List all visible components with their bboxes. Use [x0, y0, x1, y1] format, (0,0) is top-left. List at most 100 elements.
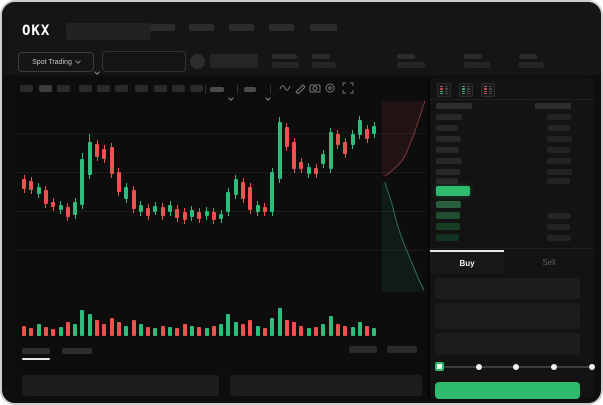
bid-price-placeholder[interactable] — [436, 212, 460, 219]
bottom-panel[interactable] — [22, 375, 219, 396]
stat-label-placeholder — [397, 54, 415, 59]
ask-price-placeholder[interactable] — [436, 158, 462, 164]
volume-bar — [255, 326, 260, 336]
active-tab-underline — [22, 358, 50, 360]
camera-icon[interactable] — [309, 82, 321, 94]
timeframe-button[interactable] — [39, 85, 52, 92]
ask-amount-placeholder[interactable] — [547, 158, 571, 164]
timeframe-button[interactable] — [79, 85, 92, 92]
candle-body — [131, 190, 136, 209]
candle-body — [160, 207, 165, 216]
chart-footer-control[interactable] — [349, 346, 377, 353]
bid-amount-placeholder[interactable] — [547, 213, 571, 219]
volume-bar — [116, 322, 121, 336]
market-type-dropdown[interactable]: Spot Trading — [18, 52, 94, 72]
okx-logo: OKX — [22, 23, 51, 39]
chart-footer-tab[interactable] — [22, 348, 50, 354]
volume-bar — [299, 326, 304, 336]
nav-item[interactable] — [189, 24, 214, 31]
volume-bar — [262, 328, 267, 336]
settings-icon[interactable] — [324, 82, 336, 94]
ask-price-placeholder[interactable] — [436, 125, 458, 131]
bid-amount-placeholder[interactable] — [547, 224, 570, 230]
bid-price-placeholder[interactable] — [436, 223, 460, 230]
last-price-badge[interactable] — [436, 186, 470, 196]
amount-slider-handle[interactable] — [435, 362, 444, 371]
timeframe-button[interactable] — [97, 85, 110, 92]
toolbar-dropdown-label[interactable] — [244, 87, 256, 92]
candle-body — [197, 212, 202, 219]
toolbar-divider — [270, 84, 271, 94]
volume-bar — [51, 329, 56, 336]
ask-amount-placeholder[interactable] — [547, 125, 570, 131]
nav-item[interactable] — [310, 24, 337, 31]
book-asks-icon[interactable] — [481, 83, 495, 97]
timeframe-button[interactable] — [154, 85, 167, 92]
slider-step-dot[interactable] — [589, 364, 595, 370]
candle-body — [189, 210, 194, 217]
search-input[interactable] — [66, 23, 151, 40]
ask-price-placeholder[interactable] — [436, 114, 462, 120]
timeframe-button[interactable] — [115, 85, 128, 92]
volume-bar — [189, 326, 194, 336]
candle-body — [335, 134, 340, 145]
order-input-field[interactable] — [435, 333, 580, 355]
fullscreen-icon[interactable] — [342, 82, 354, 94]
timeframe-button[interactable] — [190, 85, 203, 92]
ask-amount-placeholder[interactable] — [547, 114, 571, 120]
candle-body — [314, 168, 318, 174]
slider-step-dot[interactable] — [476, 364, 482, 370]
tab-sell[interactable]: Sell — [504, 250, 594, 274]
bid-amount-placeholder[interactable] — [547, 235, 571, 241]
ask-amount-placeholder[interactable] — [547, 169, 572, 175]
timeframe-button[interactable] — [57, 85, 70, 92]
slider-step-dot[interactable] — [513, 364, 519, 370]
volume-bar — [182, 324, 187, 336]
candle-body — [292, 142, 297, 169]
tab-buy[interactable]: Buy — [430, 250, 504, 274]
timeframe-button[interactable] — [172, 85, 185, 92]
candle-body — [277, 122, 282, 179]
book-bids-icon[interactable] — [459, 83, 473, 97]
ask-price-placeholder[interactable] — [436, 169, 460, 175]
nav-item[interactable] — [150, 24, 175, 31]
volume-bar — [109, 318, 114, 336]
ask-price-placeholder[interactable] — [436, 147, 459, 153]
ask-price-placeholder[interactable] — [436, 178, 458, 184]
line-chart-icon[interactable] — [279, 82, 291, 94]
pair-selector-dropdown[interactable] — [94, 51, 186, 75]
chart-footer-control[interactable] — [387, 346, 417, 353]
buy-submit-button[interactable] — [435, 382, 580, 399]
chart-footer-tab[interactable] — [62, 348, 92, 354]
timeframe-button[interactable] — [20, 85, 33, 92]
volume-bar — [306, 328, 311, 336]
book-both-icon[interactable] — [437, 83, 451, 97]
toolbar-dropdown-label[interactable] — [210, 87, 224, 92]
candle-body — [343, 142, 348, 154]
nav-item[interactable] — [269, 24, 294, 31]
candle-body — [80, 159, 85, 205]
bid-price-placeholder[interactable] — [436, 201, 461, 208]
candle-body — [153, 206, 158, 212]
nav-item[interactable] — [229, 24, 254, 31]
candle-body — [109, 147, 114, 174]
stat-label-placeholder — [312, 54, 330, 59]
toolbar-divider — [237, 84, 238, 94]
volume-bar — [204, 328, 209, 336]
ask-price-placeholder[interactable] — [436, 136, 461, 142]
ask-amount-placeholder[interactable] — [547, 178, 570, 184]
draw-icon[interactable] — [294, 82, 306, 94]
bottom-panel[interactable] — [230, 375, 422, 396]
timeframe-button[interactable] — [135, 85, 148, 92]
order-input-field[interactable] — [435, 303, 580, 329]
slider-step-dot[interactable] — [551, 364, 557, 370]
candle-body — [299, 162, 304, 169]
ask-amount-placeholder[interactable] — [547, 136, 572, 142]
candle-body — [116, 172, 121, 192]
ask-amount-placeholder[interactable] — [547, 147, 570, 153]
candle-body — [204, 211, 209, 216]
bid-price-placeholder[interactable] — [436, 234, 459, 241]
order-input-field[interactable] — [435, 278, 580, 299]
volume-bar — [153, 328, 158, 336]
